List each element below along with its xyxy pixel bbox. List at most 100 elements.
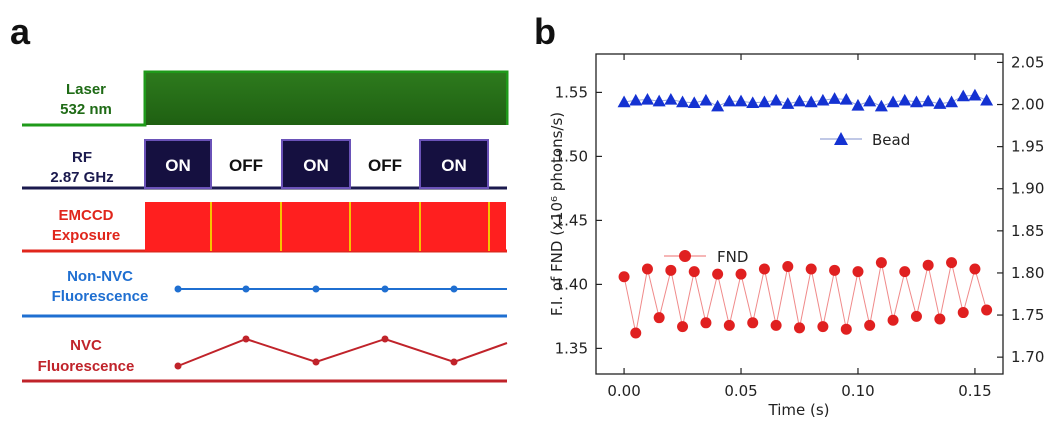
bead-point <box>898 93 912 106</box>
x-axis-ticks: 0.00 0.05 0.10 0.15 <box>607 54 992 400</box>
legend-bead: Bead <box>820 131 910 149</box>
bead-point <box>757 95 771 108</box>
laser-waveform <box>22 70 509 127</box>
fnd-point <box>688 266 700 278</box>
bead-point <box>676 95 690 108</box>
laser-label-line2: 532 nm <box>60 101 112 118</box>
bead-point <box>746 96 760 109</box>
rf-on-block-3 <box>419 139 489 189</box>
rf-state-5: ON <box>441 156 467 175</box>
fnd-series-line <box>623 262 988 334</box>
fnd-point <box>700 317 712 329</box>
fnd-point <box>934 313 946 325</box>
y-left-axis-ticks: 1.35 1.40 1.45 1.50 1.55 <box>555 83 602 357</box>
bead-point <box>640 92 654 105</box>
y-right-tick-label: 2.00 <box>1011 96 1044 114</box>
bead-point <box>699 93 713 106</box>
legend-fnd-circle-icon <box>679 250 691 262</box>
nonnvc-point-1 <box>174 285 182 293</box>
rf-on-block-2 <box>281 139 351 189</box>
fnd-point <box>653 312 665 324</box>
bead-point <box>781 97 795 109</box>
fnd-point <box>969 263 981 275</box>
rf-state-2: OFF <box>229 156 263 175</box>
y-left-tick-label: 1.40 <box>555 275 588 293</box>
fnd-point <box>747 317 759 329</box>
y-right-axis-ticks: 1.70 1.75 1.80 1.85 1.90 1.95 2.00 2.05 <box>997 53 1044 366</box>
bead-point <box>933 97 947 109</box>
emccd-row: EMCCD Exposure <box>22 202 507 253</box>
rf-row: RF 2.87 GHz ON OFF ON OFF ON <box>22 139 507 190</box>
bead-point <box>816 93 830 106</box>
laser-label-line1: Laser <box>66 81 106 98</box>
bead-point <box>769 93 783 106</box>
bead-point <box>886 95 900 108</box>
fnd-point <box>723 319 735 331</box>
fnd-point <box>794 322 805 334</box>
x-tick-label: 0.00 <box>607 382 640 400</box>
fnd-point <box>829 264 841 276</box>
bead-point <box>617 95 631 108</box>
bead-point <box>874 99 888 112</box>
nonnvc-point-3 <box>312 285 320 293</box>
laser-on-block <box>146 73 506 125</box>
bead-point <box>652 94 666 107</box>
nvc-point-2 <box>242 335 250 343</box>
emccd-label-line2: Exposure <box>52 227 120 244</box>
fnd-point <box>758 263 770 275</box>
legend-fnd-label: FND <box>717 248 748 266</box>
x-tick-label: 0.05 <box>724 382 757 400</box>
bead-point <box>804 95 818 108</box>
plot-frame <box>595 53 1004 375</box>
nvc-point-4 <box>381 335 389 343</box>
bead-point <box>921 94 935 107</box>
series-markers <box>617 88 994 339</box>
rf-state-4: OFF <box>368 156 402 175</box>
bead-point <box>851 98 865 111</box>
bead-point <box>945 95 959 108</box>
emccd-exposure-block <box>145 202 506 251</box>
nvc-label-line1: NVC <box>70 337 102 354</box>
fnd-point <box>887 314 899 326</box>
y-left-tick-label: 1.55 <box>555 83 588 101</box>
fnd-point <box>712 268 724 280</box>
fnd-point <box>641 263 653 275</box>
fnd-point <box>677 321 689 333</box>
bead-point <box>722 94 736 107</box>
legend-bead-triangle-icon <box>834 132 848 145</box>
fnd-point <box>957 307 969 319</box>
nvc-signal-line <box>177 337 508 367</box>
series-lines <box>623 94 988 334</box>
nvc-row: NVC Fluorescence <box>22 335 508 383</box>
bead-point <box>956 89 970 102</box>
rf-label-line1: RF <box>72 149 92 166</box>
legend-fnd: FND <box>664 248 748 266</box>
nonnvc-point-5 <box>450 285 458 293</box>
laser-row: Laser 532 nm <box>22 70 509 127</box>
y-right-tick-label: 1.85 <box>1011 222 1044 240</box>
nonnvc-point-4 <box>381 285 389 293</box>
fnd-point <box>817 321 829 333</box>
nonnvc-row: Non-NVC Fluorescence <box>22 268 507 318</box>
fnd-point <box>735 268 747 280</box>
y-right-tick-label: 2.05 <box>1011 53 1044 71</box>
rf-state-3: ON <box>303 156 329 175</box>
nvc-point-3 <box>312 358 320 366</box>
rf-on-block-1 <box>144 139 212 189</box>
nonnvc-label-line2: Fluorescence <box>52 288 149 305</box>
y-left-tick-label: 1.50 <box>555 147 588 165</box>
fnd-point <box>852 266 864 278</box>
emccd-label-line1: EMCCD <box>59 207 114 224</box>
legend-bead-label: Bead <box>872 131 910 149</box>
fnd-point <box>618 271 630 283</box>
nvc-label-line2: Fluorescence <box>38 358 135 375</box>
bead-point <box>734 94 748 107</box>
y-left-tick-label: 1.45 <box>555 211 588 229</box>
fnd-point <box>922 259 934 271</box>
y-right-tick-label: 1.95 <box>1011 138 1044 156</box>
fnd-point <box>899 266 911 278</box>
bead-point <box>909 95 923 108</box>
y-right-tick-label: 1.90 <box>1011 180 1044 198</box>
x-tick-label: 0.15 <box>958 382 991 400</box>
